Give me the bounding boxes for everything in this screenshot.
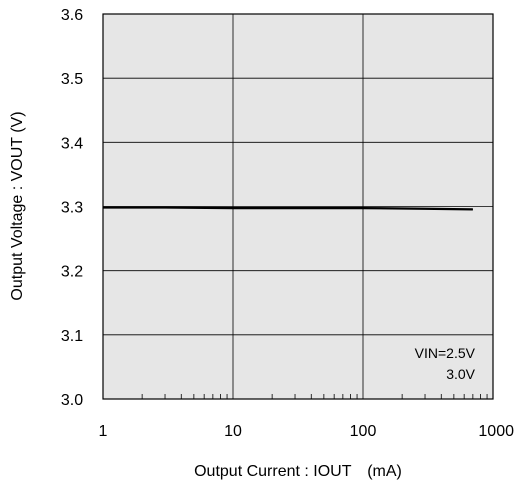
x-tick-label: 1 <box>99 423 108 440</box>
y-tick-labels: 3.0 3.1 3.2 3.3 3.4 3.5 3.6 <box>61 7 83 409</box>
minor-ticks <box>141 394 488 399</box>
grid <box>103 14 493 399</box>
y-tick-label: 3.3 <box>61 200 83 217</box>
series-lines <box>103 206 473 211</box>
y-tick-label: 3.2 <box>61 264 83 281</box>
x-axis-title: Output Current : IOUT (mA) <box>194 463 402 480</box>
series-line-2 <box>103 206 473 210</box>
x-tick-label: 1000 <box>478 423 514 440</box>
y-tick-label: 3.6 <box>61 7 83 24</box>
x-tick-label: 100 <box>350 423 377 440</box>
y-axis-title: Output Voltage : VOUT (V) <box>9 111 26 300</box>
annotation-vin-2: 3.0V <box>446 366 475 382</box>
x-tick-labels: 1 10 100 1000 <box>99 423 515 440</box>
x-tick-label: 10 <box>224 423 242 440</box>
y-tick-label: 3.0 <box>61 392 83 409</box>
y-tick-label: 3.1 <box>61 328 83 345</box>
annotation-vin-1: VIN=2.5V <box>415 345 476 361</box>
y-tick-label: 3.5 <box>61 71 83 88</box>
y-tick-label: 3.4 <box>61 135 83 152</box>
